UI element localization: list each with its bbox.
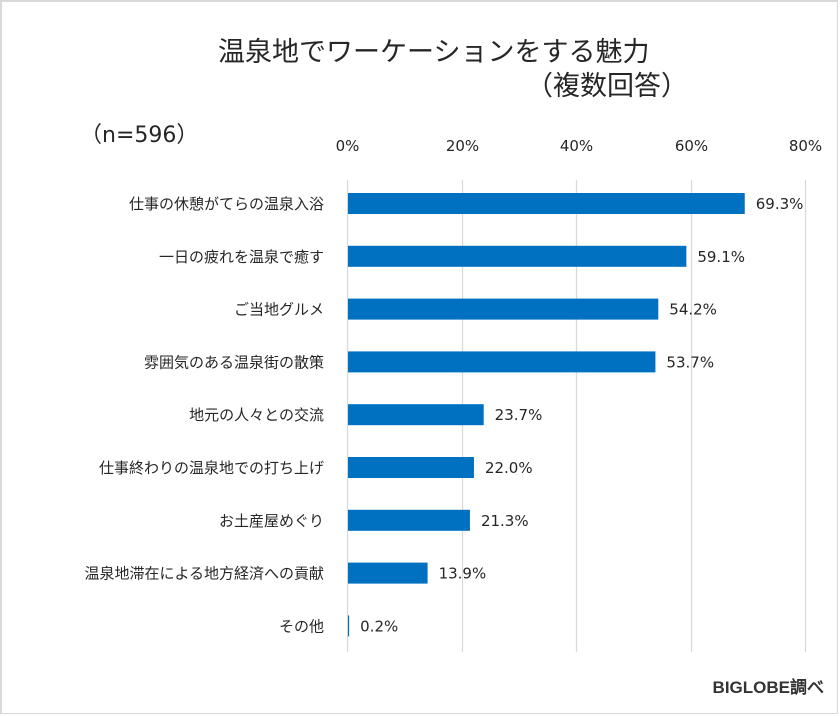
x-tick-label: 20% bbox=[446, 137, 479, 155]
data-label: 23.7% bbox=[495, 406, 543, 424]
bar bbox=[348, 193, 745, 214]
bar bbox=[348, 509, 470, 531]
category-label: 地元の人々との交流 bbox=[189, 406, 324, 424]
bars bbox=[348, 193, 745, 637]
x-axis-tick-labels: 0% 20% 40% 60% 80% bbox=[336, 137, 823, 155]
category-label: 雰囲気のある温泉街の散策 bbox=[144, 353, 324, 371]
data-label: 69.3% bbox=[756, 195, 804, 213]
x-tick-label: 60% bbox=[675, 137, 708, 155]
chart-subtitle: （複数回答） bbox=[526, 71, 688, 102]
category-label: お土産屋めぐり bbox=[219, 512, 324, 530]
data-label: 22.0% bbox=[485, 459, 533, 477]
category-label: 一日の疲れを温泉で癒す bbox=[159, 248, 324, 266]
data-label: 54.2% bbox=[669, 301, 717, 319]
x-tick-label: 0% bbox=[336, 137, 360, 155]
chart-title: 温泉地でワーケーションをする魅力 bbox=[218, 37, 650, 68]
bar bbox=[348, 351, 656, 373]
bar bbox=[348, 298, 659, 320]
data-label: 59.1% bbox=[697, 248, 745, 266]
x-tick-label: 80% bbox=[789, 137, 822, 155]
x-tick-label: 40% bbox=[560, 137, 593, 155]
source-credit: BIGLOBE調べ bbox=[712, 678, 824, 697]
sample-size-label: （n=596） bbox=[80, 123, 199, 148]
category-label: 仕事終わりの温泉地での打ち上げ bbox=[99, 459, 324, 477]
bar bbox=[348, 457, 474, 478]
category-label: 温泉地滞在による地方経済への貢献 bbox=[84, 565, 324, 583]
bar bbox=[348, 245, 687, 267]
value-labels: 69.3% 59.1% 54.2% 53.7% 23.7% 22.0% 21.3% 13.9%… bbox=[360, 195, 803, 635]
bar bbox=[348, 615, 350, 637]
data-label: 21.3% bbox=[481, 512, 529, 530]
category-label: ご当地グルメ bbox=[234, 301, 324, 319]
data-label: 0.2% bbox=[360, 617, 398, 635]
data-label: 13.9% bbox=[439, 565, 487, 583]
category-labels: 仕事の休憩がてらの温泉入浴一日の疲れを温泉で癒すご当地グルメ雰囲気のある温泉街の… bbox=[84, 195, 324, 635]
bar bbox=[348, 562, 428, 584]
data-label: 53.7% bbox=[666, 353, 714, 371]
category-label: その他 bbox=[279, 617, 324, 635]
bar bbox=[348, 404, 484, 426]
category-label: 仕事の休憩がてらの温泉入浴 bbox=[129, 195, 324, 213]
